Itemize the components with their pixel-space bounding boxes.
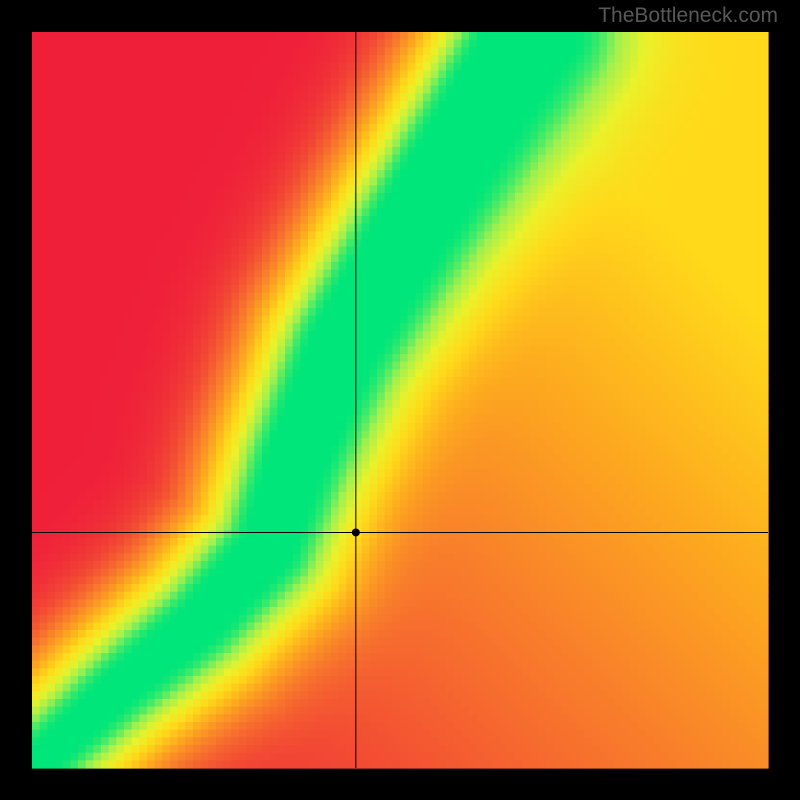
heatmap-svg xyxy=(0,0,800,800)
heatmap-cells xyxy=(32,32,769,769)
chart-container: TheBottleneck.com xyxy=(0,0,800,800)
crosshair-dot xyxy=(352,528,360,536)
watermark-text: TheBottleneck.com xyxy=(598,4,778,28)
